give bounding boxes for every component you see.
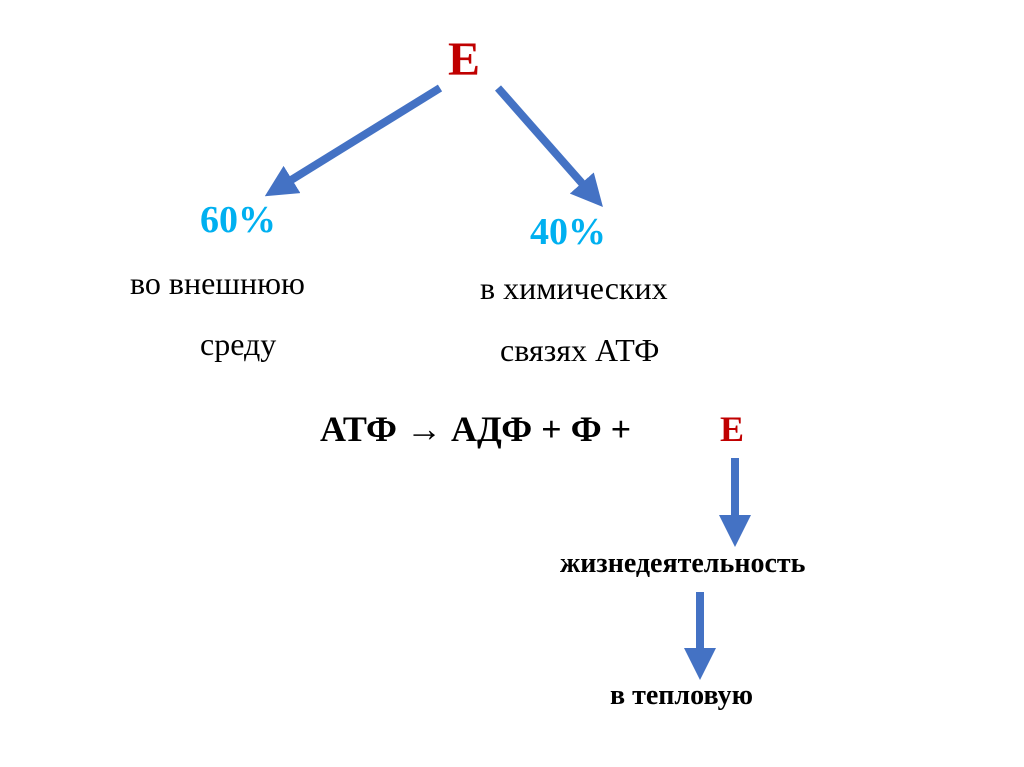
arrow-left	[275, 88, 440, 190]
arrow-right	[498, 88, 595, 198]
arrows-layer	[0, 0, 1024, 767]
